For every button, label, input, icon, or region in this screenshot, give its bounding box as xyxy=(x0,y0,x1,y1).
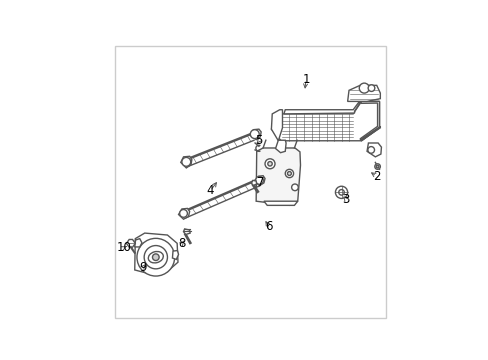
Circle shape xyxy=(374,164,380,169)
Polygon shape xyxy=(360,126,380,141)
Circle shape xyxy=(182,157,190,166)
Circle shape xyxy=(144,246,167,269)
Text: 1: 1 xyxy=(302,73,309,86)
Polygon shape xyxy=(183,229,190,234)
Circle shape xyxy=(338,190,344,195)
Polygon shape xyxy=(271,110,282,141)
Polygon shape xyxy=(359,102,379,141)
Circle shape xyxy=(285,169,293,177)
Polygon shape xyxy=(135,239,142,247)
Polygon shape xyxy=(347,85,380,102)
Circle shape xyxy=(367,85,374,91)
Circle shape xyxy=(255,176,263,184)
Circle shape xyxy=(152,254,159,261)
Circle shape xyxy=(267,162,272,166)
Text: 8: 8 xyxy=(178,237,185,250)
Text: 3: 3 xyxy=(342,193,349,206)
Polygon shape xyxy=(264,201,297,205)
Text: 7: 7 xyxy=(257,176,264,189)
Text: 4: 4 xyxy=(206,184,214,197)
Polygon shape xyxy=(275,140,285,153)
Circle shape xyxy=(375,165,378,168)
Polygon shape xyxy=(256,148,300,205)
Circle shape xyxy=(137,238,174,276)
Text: 9: 9 xyxy=(139,261,146,274)
Polygon shape xyxy=(271,102,379,141)
Polygon shape xyxy=(249,129,261,140)
Polygon shape xyxy=(172,251,178,260)
Circle shape xyxy=(291,184,298,191)
Text: 2: 2 xyxy=(372,170,380,183)
Circle shape xyxy=(250,130,259,139)
Circle shape xyxy=(179,210,187,217)
Polygon shape xyxy=(126,239,135,247)
Polygon shape xyxy=(366,143,381,157)
Text: 10: 10 xyxy=(116,241,131,254)
Ellipse shape xyxy=(148,252,163,263)
Polygon shape xyxy=(284,99,362,114)
Circle shape xyxy=(359,83,368,93)
Polygon shape xyxy=(178,208,189,219)
Polygon shape xyxy=(181,156,191,168)
Circle shape xyxy=(367,147,374,153)
Polygon shape xyxy=(255,176,264,186)
Circle shape xyxy=(335,186,347,198)
Circle shape xyxy=(287,172,291,175)
Text: 5: 5 xyxy=(255,134,262,147)
Text: 6: 6 xyxy=(264,220,272,233)
Polygon shape xyxy=(251,180,256,185)
Circle shape xyxy=(264,159,274,169)
Polygon shape xyxy=(135,233,178,273)
